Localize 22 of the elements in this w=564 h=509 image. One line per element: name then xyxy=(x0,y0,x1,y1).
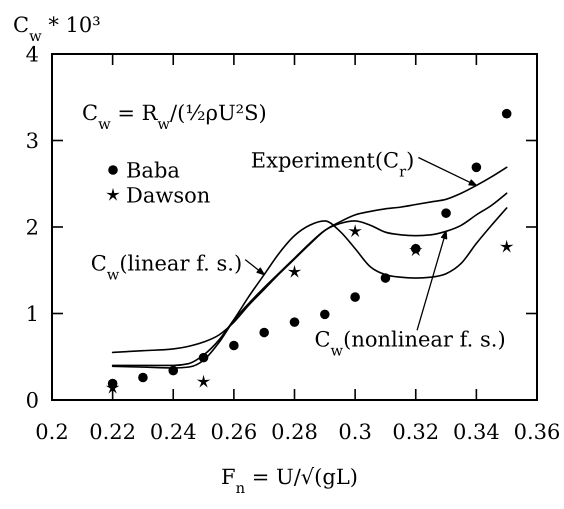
x-tick-label: 0.3 xyxy=(338,420,372,444)
x-tick-label: 0.32 xyxy=(392,420,440,444)
annotation: C$_{w}$(linear f. s.) xyxy=(90,252,242,284)
x-tick-label: 0.34 xyxy=(452,420,500,444)
x-tick-label: 0.36 xyxy=(514,420,560,444)
annotation: C$_{w}$ = R$_{w}$/(½ρU²S) xyxy=(82,101,267,132)
x-tick-label: 0.28 xyxy=(271,420,318,444)
x-tick-label: 0.22 xyxy=(89,420,136,444)
x-tick-label: 0.2 xyxy=(35,420,69,444)
y-axis-title: C$_{w}$ * 10³ xyxy=(13,13,101,44)
legend-label: Baba xyxy=(126,158,180,182)
x-axis-title: F$_{n}$ = U/√(gL) xyxy=(221,465,358,496)
y-tick-label: 0 xyxy=(26,388,39,412)
legend-label: Dawson xyxy=(126,183,210,208)
y-tick-label: 1 xyxy=(26,302,39,326)
x-tick-label: 0.26 xyxy=(210,420,258,444)
x-tick-label: 0.24 xyxy=(150,420,197,444)
annotation: Experiment(C$_{r}$) xyxy=(250,148,414,180)
y-tick-label: 3 xyxy=(26,128,39,153)
annotation: C$_{w}$(nonlinear f. s.) xyxy=(314,327,506,359)
y-tick-label: 2 xyxy=(26,215,39,240)
y-tick-label: 4 xyxy=(26,42,39,66)
